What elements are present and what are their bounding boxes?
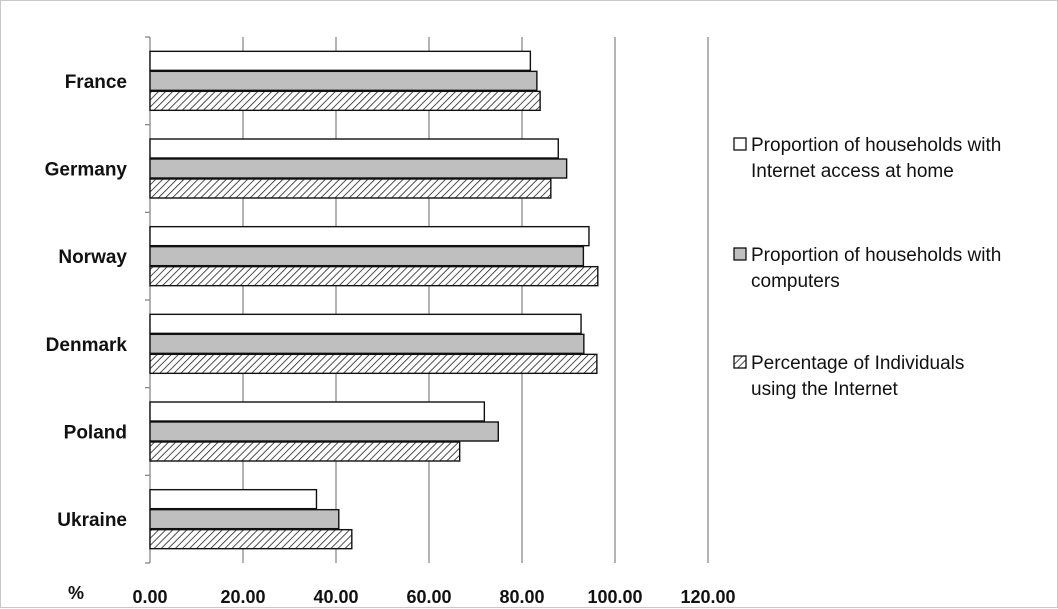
- bar: [149, 90, 541, 112]
- x-tick-label: 0.00: [132, 587, 167, 607]
- bar: [149, 70, 538, 92]
- x-tick-label: 100.00: [587, 587, 642, 607]
- bar: [149, 245, 585, 267]
- x-tick-label: 40.00: [313, 587, 358, 607]
- gridlines: [242, 37, 709, 563]
- category-label: France: [65, 72, 127, 93]
- bar: [149, 333, 585, 355]
- legend-label: Proportion of households with Internet ac…: [751, 135, 1001, 182]
- category-label: Ukraine: [57, 510, 127, 531]
- bar: [149, 313, 582, 335]
- category-label: Poland: [64, 423, 127, 444]
- bar: [149, 401, 486, 422]
- x-tick-label: 80.00: [499, 587, 544, 607]
- bar: [149, 265, 599, 287]
- x-tick-label: 20.00: [220, 587, 265, 607]
- legend-label: Percentage of Individuals using the Inter…: [751, 353, 964, 400]
- bar: [149, 421, 499, 442]
- axes: [145, 36, 151, 564]
- bar: [149, 158, 568, 179]
- legend-swatch: [733, 137, 747, 151]
- labels: France Germany Norway Denmark Poland Ukraine 0…: [45, 72, 736, 607]
- legend-swatch: [733, 355, 747, 369]
- bars: [149, 50, 599, 550]
- legend-swatch: [733, 247, 747, 261]
- legend-label: Proportion of households with computers: [751, 245, 1001, 292]
- legend: Proportion of households with Internet ac…: [733, 135, 1001, 400]
- category-label: Germany: [45, 160, 128, 181]
- bar: [149, 50, 532, 72]
- category-label: Denmark: [46, 335, 128, 356]
- bar: [149, 508, 340, 530]
- x-tick-label: 60.00: [406, 587, 451, 607]
- bar: [149, 488, 318, 510]
- bar: [149, 178, 552, 199]
- bar: [149, 225, 590, 247]
- x-axis-label: %: [68, 583, 84, 603]
- bar: [149, 353, 598, 375]
- bar: [149, 138, 559, 159]
- x-tick-label: 120.00: [680, 587, 735, 607]
- bar: [149, 441, 461, 462]
- category-label: Norway: [58, 247, 127, 268]
- bar: [149, 528, 353, 550]
